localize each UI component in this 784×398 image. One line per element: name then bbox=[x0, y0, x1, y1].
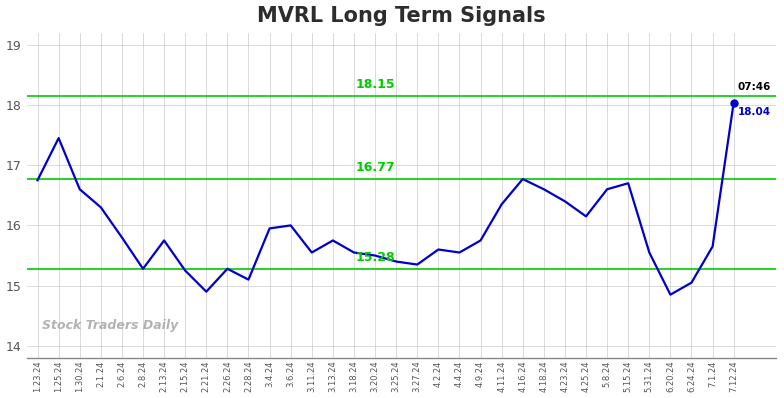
Text: 16.77: 16.77 bbox=[355, 161, 395, 174]
Text: 18.04: 18.04 bbox=[738, 107, 771, 117]
Text: 07:46: 07:46 bbox=[738, 82, 771, 92]
Text: Stock Traders Daily: Stock Traders Daily bbox=[42, 319, 178, 332]
Text: 15.28: 15.28 bbox=[355, 251, 395, 264]
Title: MVRL Long Term Signals: MVRL Long Term Signals bbox=[257, 6, 546, 25]
Text: 18.15: 18.15 bbox=[355, 78, 395, 91]
